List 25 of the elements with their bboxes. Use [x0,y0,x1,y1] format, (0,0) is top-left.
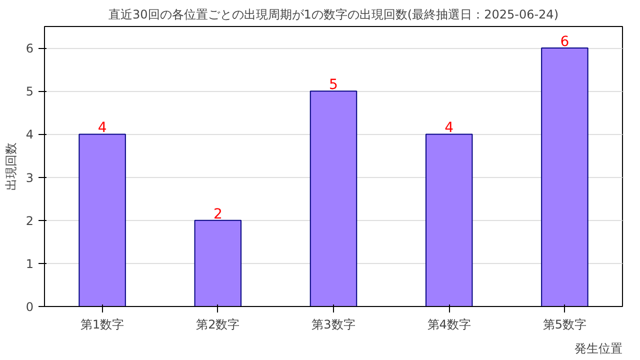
y-tick-label: 2 [26,214,34,228]
bar [541,48,588,306]
y-tick-label: 0 [26,300,34,314]
data-label: 6 [560,34,570,50]
y-tick-label: 6 [26,42,34,56]
data-label: 4 [98,120,107,136]
x-tick-label: 第4数字 [427,318,471,332]
x-tick-label: 第2数字 [196,318,240,332]
bar [425,134,473,306]
x-tick-label: 第1数字 [80,318,124,332]
x-tick-label: 第3数字 [312,318,356,332]
y-axis-title: 出現回数 [4,142,18,190]
y-tick-label: 5 [26,84,34,99]
y-tick-label: 3 [26,170,34,185]
bar [310,90,358,306]
x-tick-label: 第5数字 [542,318,587,332]
y-tick-label: 1 [26,256,34,271]
data-label: 4 [444,120,454,136]
bar [194,220,242,306]
bar [78,134,126,306]
y-tick-label: 4 [26,128,34,142]
data-label: 5 [329,77,338,94]
chart-title: 直近30回の各位置ごとの出現周期が1の数字の出現回数(最終抽選日：2025-06-24) [108,8,559,22]
data-label: 2 [213,206,222,222]
x-axis-title: 発生位置 [574,342,622,356]
